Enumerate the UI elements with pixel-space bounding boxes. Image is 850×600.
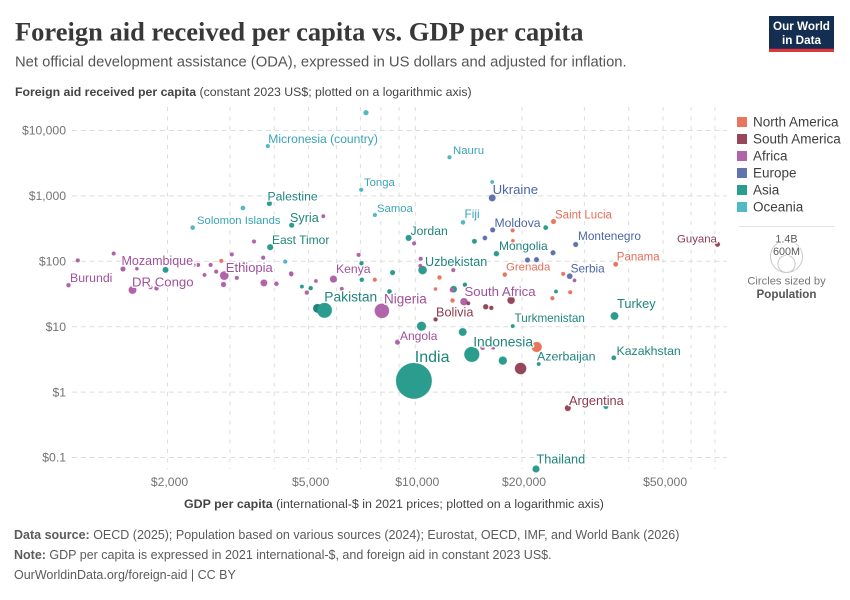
- svg-text:in Data: in Data: [782, 34, 821, 47]
- svg-text:Indonesia: Indonesia: [473, 334, 533, 349]
- svg-text:East Timor: East Timor: [272, 233, 329, 247]
- svg-text:Moldova: Moldova: [495, 216, 541, 230]
- svg-text:Bolivia: Bolivia: [436, 306, 474, 320]
- svg-text:$1: $1: [52, 385, 66, 399]
- svg-text:Europe: Europe: [753, 166, 797, 181]
- svg-text:Nigeria: Nigeria: [384, 291, 427, 306]
- svg-text:Data source: OECD (2025); Popu: Data source: OECD (2025); Population bas…: [14, 528, 679, 542]
- svg-text:$10,000: $10,000: [22, 124, 66, 138]
- svg-text:Burundi: Burundi: [70, 271, 112, 285]
- svg-text:$10: $10: [46, 320, 67, 334]
- svg-text:Tonga: Tonga: [364, 177, 395, 189]
- svg-text:Jordan: Jordan: [411, 224, 448, 238]
- svg-text:Pakistan: Pakistan: [324, 289, 377, 304]
- svg-text:Uzbekistan: Uzbekistan: [425, 255, 487, 269]
- svg-text:Oceania: Oceania: [753, 200, 804, 215]
- svg-text:Foreign aid received per capit: Foreign aid received per capita vs. GDP …: [15, 17, 583, 47]
- svg-text:Our World: Our World: [773, 20, 830, 33]
- svg-text:$1,000: $1,000: [29, 189, 66, 203]
- svg-text:Kazakhstan: Kazakhstan: [617, 344, 681, 358]
- svg-text:Panama: Panama: [617, 252, 660, 264]
- svg-text:Net official development assis: Net official development assistance (ODA…: [15, 55, 627, 71]
- svg-text:Africa: Africa: [753, 149, 788, 164]
- svg-text:Fiji: Fiji: [465, 207, 480, 221]
- svg-text:Note: GDP per capita is expres: Note: GDP per capita is expressed in 202…: [14, 548, 552, 562]
- svg-text:$0.1: $0.1: [42, 451, 66, 465]
- svg-text:Azerbaijan: Azerbaijan: [537, 349, 596, 363]
- svg-text:GDP per capita (international-: GDP per capita (international-$ in 2021 …: [184, 497, 604, 511]
- svg-text:600M: 600M: [773, 246, 800, 258]
- svg-text:Mongolia: Mongolia: [499, 239, 548, 253]
- svg-text:Nauru: Nauru: [453, 145, 484, 157]
- svg-text:Angola: Angola: [400, 329, 438, 343]
- svg-text:Ethiopia: Ethiopia: [226, 260, 274, 275]
- svg-text:Solomon Islands: Solomon Islands: [197, 215, 281, 227]
- svg-text:Samoa: Samoa: [377, 203, 414, 215]
- svg-text:Serbia: Serbia: [571, 262, 606, 276]
- svg-text:Guyana: Guyana: [677, 233, 718, 245]
- svg-text:$100: $100: [39, 255, 66, 269]
- svg-text:Montenegro: Montenegro: [578, 229, 641, 243]
- svg-text:DR Congo: DR Congo: [132, 274, 194, 289]
- svg-text:Syria: Syria: [290, 211, 319, 225]
- svg-text:$2,000: $2,000: [151, 475, 188, 489]
- svg-text:$20,000: $20,000: [502, 475, 546, 489]
- svg-text:Kenya: Kenya: [336, 262, 371, 276]
- svg-text:India: India: [415, 349, 450, 366]
- svg-text:Thailand: Thailand: [537, 453, 586, 467]
- svg-text:OurWorldinData.org/foreign-aid: OurWorldinData.org/foreign-aid | CC BY: [14, 568, 237, 582]
- svg-text:Foreign aid received per capit: Foreign aid received per capita (constan…: [15, 85, 472, 99]
- svg-text:Micronesia (country): Micronesia (country): [268, 132, 378, 146]
- svg-text:$50,000: $50,000: [643, 475, 687, 489]
- svg-text:South Africa: South Africa: [465, 284, 537, 299]
- svg-text:1.4B: 1.4B: [775, 233, 797, 245]
- svg-text:Saint Lucia: Saint Lucia: [555, 209, 613, 221]
- svg-text:Asia: Asia: [753, 183, 780, 198]
- svg-text:Ukraine: Ukraine: [493, 182, 538, 197]
- svg-text:$5,000: $5,000: [292, 475, 329, 489]
- svg-text:Mozambique,: Mozambique,: [122, 254, 197, 268]
- svg-text:Turkey: Turkey: [617, 296, 656, 311]
- svg-text:Grenada: Grenada: [506, 262, 551, 274]
- svg-text:$10,000: $10,000: [395, 475, 439, 489]
- svg-text:Argentina: Argentina: [569, 393, 625, 408]
- svg-text:Circles sized by: Circles sized by: [747, 275, 826, 287]
- svg-text:Palestine: Palestine: [268, 189, 318, 203]
- svg-text:South America: South America: [753, 132, 841, 147]
- svg-text:Population: Population: [757, 288, 817, 301]
- svg-text:Turkmenistan: Turkmenistan: [515, 312, 585, 325]
- svg-text:North America: North America: [753, 115, 839, 130]
